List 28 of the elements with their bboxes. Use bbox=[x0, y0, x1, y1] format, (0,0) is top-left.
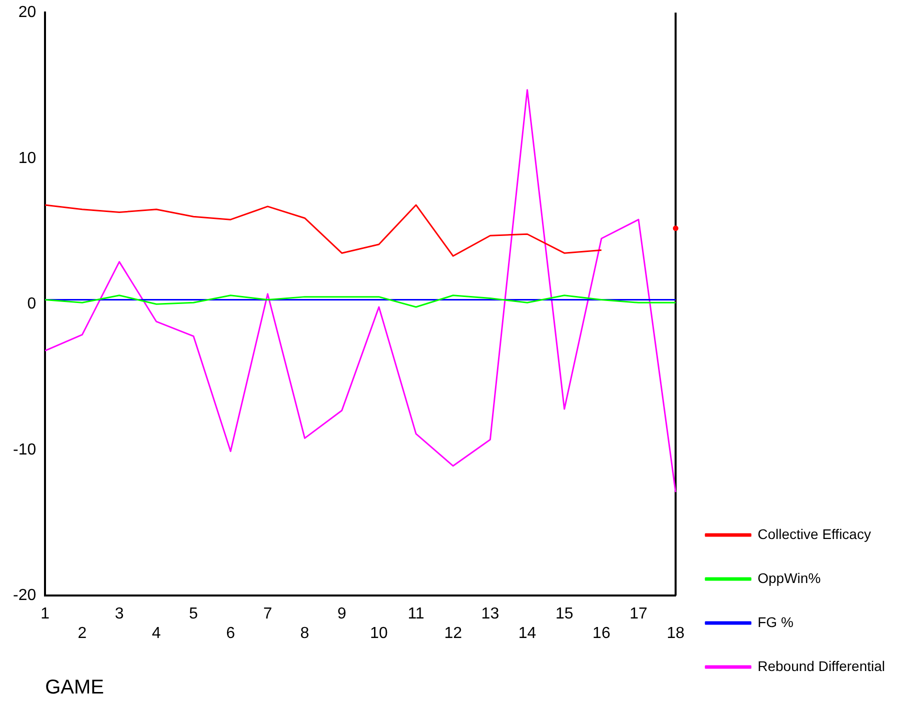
legend-label: Collective Efficacy bbox=[758, 526, 871, 542]
y-tick-label: 0 bbox=[27, 296, 36, 313]
y-tick-label: 20 bbox=[18, 4, 36, 22]
x-tick-label: 2 bbox=[78, 624, 87, 642]
y-tick-label: -20 bbox=[13, 587, 36, 604]
x-tick-label: 6 bbox=[226, 624, 236, 642]
legend-label: Rebound Differential bbox=[758, 658, 886, 674]
x-tick-label: 10 bbox=[370, 624, 388, 642]
x-tick-label: 15 bbox=[555, 606, 574, 623]
x-tick-label: 13 bbox=[481, 606, 500, 623]
x-tick-label: 16 bbox=[592, 624, 610, 642]
x-axis-title: GAME bbox=[45, 676, 104, 699]
x-tick-label: 8 bbox=[300, 624, 310, 642]
x-tick-label: 7 bbox=[263, 606, 272, 623]
x-tick-label: 1 bbox=[40, 606, 50, 623]
legend-label: FG % bbox=[758, 614, 794, 630]
x-tick-label: 4 bbox=[152, 624, 161, 642]
x-tick-label: 12 bbox=[444, 624, 462, 642]
legend-label: OppWin% bbox=[758, 570, 821, 586]
x-tick-label: 11 bbox=[408, 606, 424, 623]
x-tick-label: 18 bbox=[666, 624, 685, 642]
x-tick-label: 14 bbox=[518, 624, 536, 642]
y-tick-label: -10 bbox=[13, 441, 36, 458]
x-tick-label: 5 bbox=[189, 606, 198, 623]
x-tick-label: 9 bbox=[337, 606, 346, 623]
x-tick-label: 17 bbox=[630, 606, 648, 623]
y-tick-label: 10 bbox=[18, 150, 36, 167]
x-tick-label: 3 bbox=[114, 606, 124, 623]
